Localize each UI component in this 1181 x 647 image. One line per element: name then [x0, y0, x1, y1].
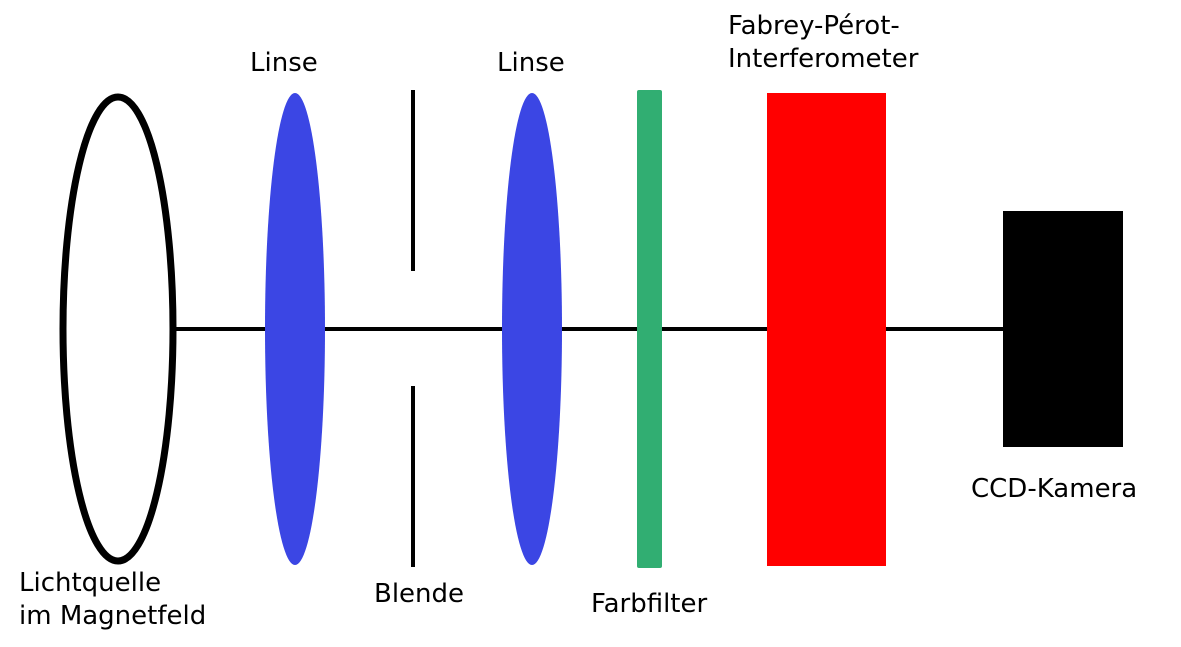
label-interferometer-line-2: Interferometer: [728, 44, 919, 74]
color-filter-bar: [637, 90, 662, 568]
label-interferometer-line-1: Fabrey-Pérot-: [728, 11, 900, 41]
label-lens-2: Linse: [497, 48, 565, 78]
label-lens-1: Linse: [250, 48, 318, 78]
interferometer-block: [767, 93, 886, 566]
label-aperture: Blende: [374, 579, 465, 609]
lens-2: [502, 93, 562, 565]
light-source-ring: [59, 93, 177, 565]
label-light-source-line-1: Lichtquelle: [19, 568, 162, 598]
label-light-source-line-2: im Magnetfeld: [19, 601, 207, 631]
lens-1: [265, 93, 325, 565]
ccd-camera-block: [1003, 211, 1123, 447]
label-camera: CCD-Kamera: [971, 474, 1138, 504]
label-color-filter: Farbfilter: [591, 589, 708, 619]
